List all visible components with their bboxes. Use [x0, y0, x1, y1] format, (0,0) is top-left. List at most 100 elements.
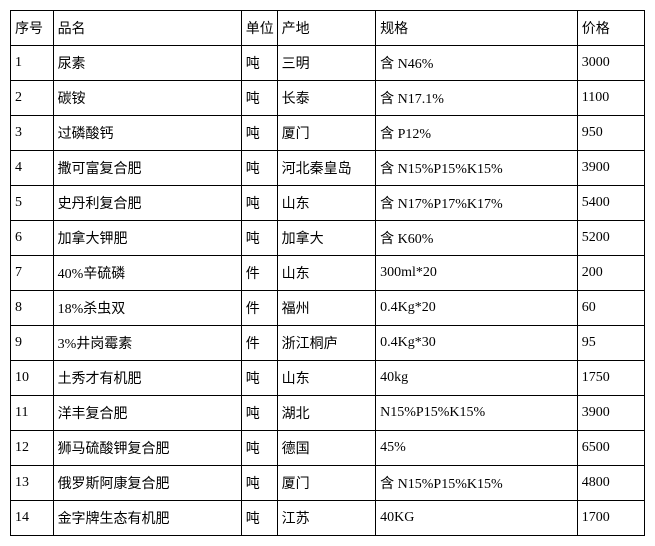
cell-seq: 7	[11, 256, 54, 291]
table-row: 4撒可富复合肥吨河北秦皇岛含 N15%P15%K15%3900	[11, 151, 645, 186]
table-row: 13俄罗斯阿康复合肥吨厦门含 N15%P15%K15%4800	[11, 466, 645, 501]
cell-price: 4800	[577, 466, 644, 501]
cell-price: 3900	[577, 396, 644, 431]
cell-seq: 3	[11, 116, 54, 151]
cell-name: 过磷酸钙	[53, 116, 241, 151]
cell-spec: 含 N17.1%	[376, 81, 578, 116]
cell-unit: 吨	[241, 361, 277, 396]
cell-seq: 9	[11, 326, 54, 361]
cell-seq: 12	[11, 431, 54, 466]
header-seq: 序号	[11, 11, 54, 46]
cell-seq: 1	[11, 46, 54, 81]
cell-name: 尿素	[53, 46, 241, 81]
cell-name: 金字牌生态有机肥	[53, 501, 241, 536]
cell-unit: 吨	[241, 466, 277, 501]
table-row: 10土秀才有机肥吨山东40kg1750	[11, 361, 645, 396]
table-row: 2碳铵吨长泰含 N17.1%1100	[11, 81, 645, 116]
cell-price: 3900	[577, 151, 644, 186]
cell-price: 1700	[577, 501, 644, 536]
cell-name: 土秀才有机肥	[53, 361, 241, 396]
cell-unit: 吨	[241, 501, 277, 536]
cell-origin: 三明	[277, 46, 376, 81]
table-row: 3过磷酸钙吨厦门含 P12%950	[11, 116, 645, 151]
cell-origin: 福州	[277, 291, 376, 326]
cell-origin: 山东	[277, 361, 376, 396]
cell-price: 95	[577, 326, 644, 361]
cell-spec: 40kg	[376, 361, 578, 396]
header-price: 价格	[577, 11, 644, 46]
cell-unit: 件	[241, 326, 277, 361]
cell-name: 史丹利复合肥	[53, 186, 241, 221]
cell-origin: 厦门	[277, 116, 376, 151]
table-row: 12狮马硫酸钾复合肥吨德国45%6500	[11, 431, 645, 466]
cell-seq: 6	[11, 221, 54, 256]
cell-origin: 山东	[277, 256, 376, 291]
cell-unit: 吨	[241, 151, 277, 186]
cell-seq: 5	[11, 186, 54, 221]
cell-spec: 含 N46%	[376, 46, 578, 81]
cell-name: 18%杀虫双	[53, 291, 241, 326]
cell-price: 6500	[577, 431, 644, 466]
cell-unit: 吨	[241, 186, 277, 221]
cell-origin: 山东	[277, 186, 376, 221]
table-row: 14金字牌生态有机肥吨江苏40KG1700	[11, 501, 645, 536]
price-table: 序号 品名 单位 产地 规格 价格 1尿素吨三明含 N46%30002碳铵吨长泰…	[10, 10, 645, 536]
cell-spec: 40KG	[376, 501, 578, 536]
header-spec: 规格	[376, 11, 578, 46]
cell-name: 加拿大钾肥	[53, 221, 241, 256]
cell-price: 5400	[577, 186, 644, 221]
table-header-row: 序号 品名 单位 产地 规格 价格	[11, 11, 645, 46]
cell-spec: 含 N15%P15%K15%	[376, 466, 578, 501]
table-row: 6加拿大钾肥吨加拿大含 K60%5200	[11, 221, 645, 256]
cell-seq: 2	[11, 81, 54, 116]
table-row: 1尿素吨三明含 N46%3000	[11, 46, 645, 81]
header-origin: 产地	[277, 11, 376, 46]
cell-origin: 长泰	[277, 81, 376, 116]
cell-unit: 吨	[241, 221, 277, 256]
cell-unit: 吨	[241, 396, 277, 431]
table-row: 5史丹利复合肥吨山东含 N17%P17%K17%5400	[11, 186, 645, 221]
cell-seq: 10	[11, 361, 54, 396]
cell-unit: 件	[241, 256, 277, 291]
cell-price: 950	[577, 116, 644, 151]
table-row: 740%辛硫磷件山东300ml*20200	[11, 256, 645, 291]
cell-name: 狮马硫酸钾复合肥	[53, 431, 241, 466]
cell-origin: 河北秦皇岛	[277, 151, 376, 186]
cell-price: 200	[577, 256, 644, 291]
cell-spec: 0.4Kg*20	[376, 291, 578, 326]
cell-spec: 300ml*20	[376, 256, 578, 291]
cell-origin: 江苏	[277, 501, 376, 536]
cell-seq: 14	[11, 501, 54, 536]
cell-origin: 浙江桐庐	[277, 326, 376, 361]
cell-name: 俄罗斯阿康复合肥	[53, 466, 241, 501]
header-unit: 单位	[241, 11, 277, 46]
cell-seq: 4	[11, 151, 54, 186]
cell-spec: 含 N17%P17%K17%	[376, 186, 578, 221]
cell-spec: N15%P15%K15%	[376, 396, 578, 431]
cell-seq: 11	[11, 396, 54, 431]
cell-price: 5200	[577, 221, 644, 256]
cell-spec: 0.4Kg*30	[376, 326, 578, 361]
cell-spec: 含 K60%	[376, 221, 578, 256]
cell-price: 3000	[577, 46, 644, 81]
cell-name: 撒可富复合肥	[53, 151, 241, 186]
cell-seq: 8	[11, 291, 54, 326]
cell-unit: 吨	[241, 81, 277, 116]
cell-unit: 吨	[241, 116, 277, 151]
cell-unit: 吨	[241, 46, 277, 81]
cell-name: 40%辛硫磷	[53, 256, 241, 291]
table-row: 93%井岗霉素件浙江桐庐0.4Kg*3095	[11, 326, 645, 361]
cell-origin: 湖北	[277, 396, 376, 431]
cell-origin: 加拿大	[277, 221, 376, 256]
cell-spec: 45%	[376, 431, 578, 466]
table-row: 818%杀虫双件福州0.4Kg*2060	[11, 291, 645, 326]
cell-name: 3%井岗霉素	[53, 326, 241, 361]
cell-price: 1100	[577, 81, 644, 116]
cell-price: 1750	[577, 361, 644, 396]
table-body: 1尿素吨三明含 N46%30002碳铵吨长泰含 N17.1%11003过磷酸钙吨…	[11, 46, 645, 536]
cell-seq: 13	[11, 466, 54, 501]
cell-price: 60	[577, 291, 644, 326]
cell-spec: 含 P12%	[376, 116, 578, 151]
cell-origin: 厦门	[277, 466, 376, 501]
table-row: 11洋丰复合肥吨湖北N15%P15%K15%3900	[11, 396, 645, 431]
